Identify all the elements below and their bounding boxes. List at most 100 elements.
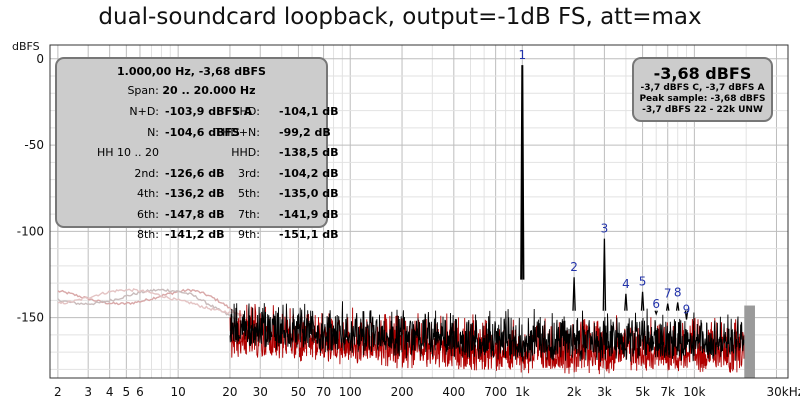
x-tick-label: 100 <box>339 385 362 399</box>
harmonic-peak <box>665 303 670 311</box>
x-tick-label: 2 <box>54 385 62 399</box>
harmonic-label: 5 <box>639 275 647 289</box>
summary-l: N+D: <box>129 105 159 118</box>
harmonic-peak <box>675 302 680 311</box>
summary-lv: -136,2 dB <box>165 187 225 200</box>
summary-header-row: 1.000,00 Hz, -3,68 dBFS <box>57 65 326 85</box>
harmonic-label: 6 <box>652 297 660 311</box>
harmonic-peak <box>640 291 645 311</box>
summary-rv: -151,1 dB <box>279 228 339 241</box>
summary-l: HH 10 .. 20 <box>96 146 159 159</box>
x-tick-label: 10k <box>683 385 705 399</box>
y-tick-label: -150 <box>17 311 44 325</box>
summary-rv: -138,5 dB <box>279 146 339 159</box>
summary-header: 1.000,00 Hz, -3,68 dBFS <box>117 65 266 78</box>
x-tick-label: 700 <box>484 385 507 399</box>
summary-r: 7th: <box>238 207 260 221</box>
level-box: -3,68 dBFS -3,7 dBFS C, -3,7 dBFS A Peak… <box>632 57 773 122</box>
x-tick-label: 4 <box>106 385 114 399</box>
x-tick-label: 5 <box>123 385 131 399</box>
span-label: Span: <box>127 84 159 97</box>
chart-title: dual-soundcard loopback, output=-1dB FS,… <box>98 4 702 30</box>
span-value: 20 .. 20.000 Hz <box>162 84 256 97</box>
summary-l: 2nd: <box>134 166 159 180</box>
plot-frame <box>49 44 789 379</box>
harmonic-label: 8 <box>674 285 682 299</box>
x-tick-label: 5k <box>635 385 650 399</box>
series-pink-line <box>57 288 244 323</box>
summary-lv: -141,2 dB <box>165 228 225 241</box>
summary-l: N: <box>147 125 159 139</box>
series-black-line <box>229 301 754 363</box>
hf-band <box>744 305 755 378</box>
summary-row: HH 10 .. 20 HHD: -138,5 dB <box>57 146 338 166</box>
x-tick-label: 20 <box>222 385 237 399</box>
harmonic-label: 3 <box>601 222 609 236</box>
summary-rv: -104,1 dB <box>279 105 339 118</box>
level-main: -3,68 dBFS <box>653 64 752 83</box>
traces <box>57 65 755 378</box>
summary-r: 5th: <box>238 187 260 200</box>
summary-l: 4th: <box>137 187 159 200</box>
summary-lv: -126,6 dB <box>165 166 225 180</box>
x-tick-label: 30 <box>253 385 268 399</box>
summary-rv: -141,9 dB <box>279 207 339 221</box>
harmonic-peak <box>624 293 628 311</box>
x-tick-label: 3 <box>84 385 92 399</box>
x-tick-label: 30kHz <box>766 385 800 399</box>
level-line-2: Peak sample: -3,68 dBFS <box>639 94 766 104</box>
summary-rv: -104,2 dB <box>279 166 339 180</box>
summary-span-row: Span: 20 .. 20.000 Hz <box>57 84 326 104</box>
harmonic-label: 2 <box>570 260 578 274</box>
harmonic-label: 7 <box>664 287 672 301</box>
x-tick-label: 1k <box>515 385 530 399</box>
summary-lv: -147,8 dB <box>165 207 225 221</box>
summary-r: THD: <box>232 105 260 118</box>
x-ticks: 2 3 4 5 6 10 20 30 50 70 100 200 400 700 1k 2k 3k 5k 7k 10k… <box>54 385 800 399</box>
summary-row: N: -104,6 dBFS THD+N: -99,2 dB <box>57 125 331 146</box>
x-tick-label: 70 <box>316 385 331 399</box>
x-tick-label: 6 <box>136 385 144 399</box>
x-tick-label: 7k <box>660 385 675 399</box>
harmonic-peak <box>602 238 607 311</box>
summary-row: 6th: -147,8 dB 7th: -141,9 dB <box>57 207 338 228</box>
harmonic-label: 1 <box>518 48 526 62</box>
summary-row: N+D: -103,9 dBFS A THD: -104,1 dB <box>57 105 338 125</box>
summary-lv: -104,6 dBFS <box>165 125 240 139</box>
series-pink-line <box>57 288 244 316</box>
x-tick-label: 50 <box>291 385 306 399</box>
summary-r: 3rd: <box>237 166 260 180</box>
summary-rv: -99,2 dB <box>279 125 331 139</box>
series-pink-line <box>57 288 245 319</box>
summary-l: 6th: <box>137 207 159 221</box>
summary-row: 2nd: -126,6 dB 3rd: -104,2 dB <box>57 166 338 187</box>
y-tick-label: -100 <box>17 224 44 238</box>
summary-r: THD+N: <box>215 125 260 139</box>
y-axis-label: dBFS <box>12 40 40 53</box>
harmonic-peak <box>654 310 658 316</box>
y-ticks: 0 -50 -100 -150 <box>17 52 44 325</box>
x-tick-label: 10 <box>171 385 186 399</box>
harmonic-labels: 1 2 3 4 567 89 <box>518 48 690 316</box>
harmonic-peak <box>520 65 525 280</box>
level-line-1: -3,7 dBFS C, -3,7 dBFS A <box>640 83 765 93</box>
measurement-summary-box: 1.000,00 Hz, -3,68 dBFS Span: 20 .. 20.0… <box>55 57 338 241</box>
harmonic-label: 4 <box>622 277 630 291</box>
summary-row: 8th: -141,2 dB 9th: -151,1 dB <box>57 228 338 248</box>
summary-r: 9th: <box>238 228 260 241</box>
summary-lv: -103,9 dBFS A <box>165 105 253 118</box>
span-text: Span: 20 .. 20.000 Hz <box>57 84 326 97</box>
summary-row: 4th: -136,2 dB 5th: -135,0 dB <box>57 187 338 207</box>
x-tick-label: 200 <box>391 385 414 399</box>
x-tick-label: 400 <box>442 385 465 399</box>
harmonic-peak <box>572 277 576 311</box>
summary-rv: -135,0 dB <box>279 187 339 200</box>
x-tick-label: 3k <box>597 385 612 399</box>
x-tick-label: 2k <box>567 385 582 399</box>
harmonic-peak <box>684 310 689 320</box>
level-line-3: -3,7 dBFS 22 - 22k UNW <box>642 105 763 115</box>
y-tick-label: 0 <box>36 52 44 66</box>
y-tick-label: -50 <box>24 138 44 152</box>
summary-l: 8th: <box>137 228 159 241</box>
harmonic-label: 9 <box>683 303 691 317</box>
